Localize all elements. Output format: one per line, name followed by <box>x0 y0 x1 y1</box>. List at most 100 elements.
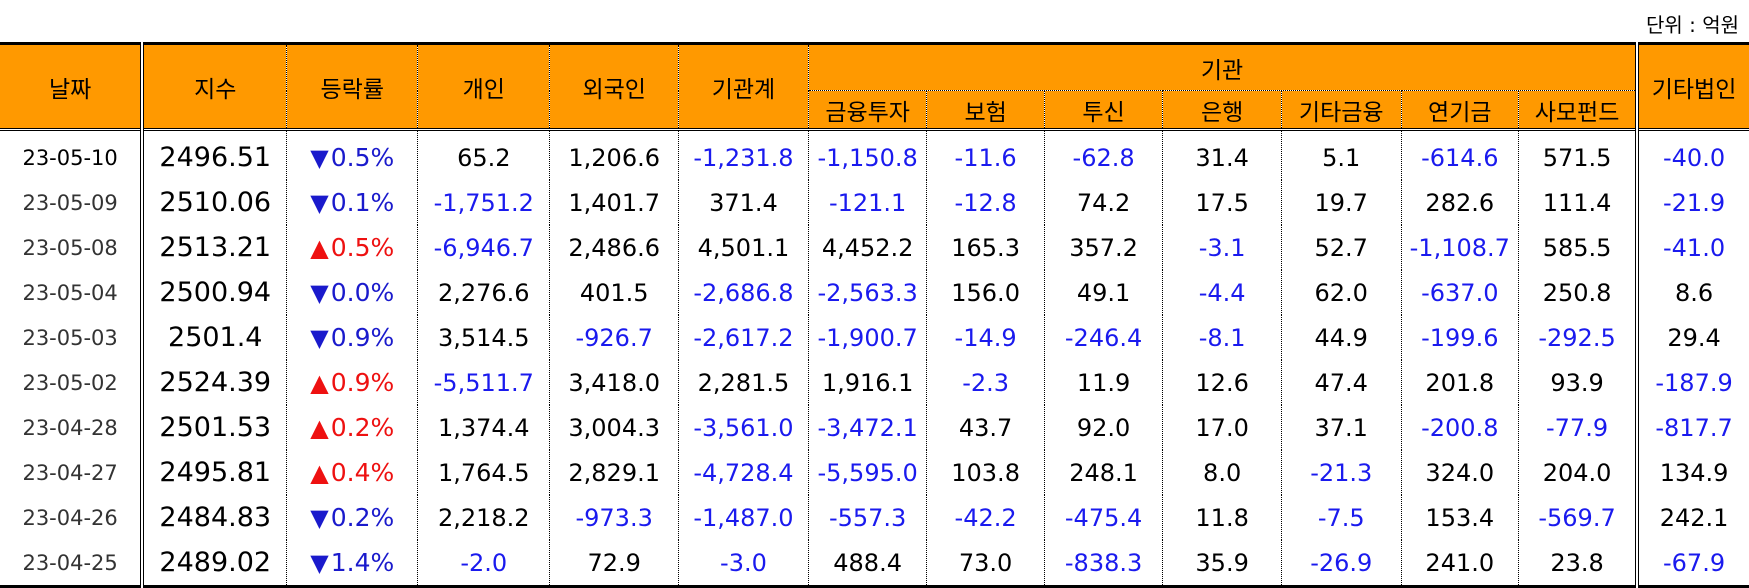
rate-value: 0.5% <box>330 143 395 172</box>
cell-trust: -62.8 <box>1044 129 1164 180</box>
cell-private-fund: 23.8 <box>1518 540 1638 588</box>
rate-value: 1.4% <box>330 548 395 577</box>
header-inst-sub: 은행 <box>1162 90 1282 131</box>
cell-insurance: -42.2 <box>926 495 1045 540</box>
header-inst-sub: 사모펀드 <box>1518 90 1638 131</box>
cell-foreign: 1,206.6 <box>549 129 680 180</box>
cell-pension: 282.6 <box>1401 180 1519 225</box>
cell-pension: -199.6 <box>1401 315 1519 360</box>
cell-fin-invest: 1,916.1 <box>808 360 928 405</box>
cell-private-fund: 204.0 <box>1542 458 1612 487</box>
cell-date: 23-04-28 <box>0 405 145 450</box>
cell-foreign: 72.9 <box>549 540 680 588</box>
table-row: 23-04-25 2489.02 ▼1.4% -2.0 72.9 -3.0 488.4 73.… <box>0 540 1749 588</box>
cell-individual: 3,514.5 <box>417 315 551 360</box>
cell-other-finance: -7.5 <box>1281 495 1402 540</box>
header-inst-sub: 보험 <box>926 90 1045 131</box>
cell-trust: -838.3 <box>1044 540 1164 588</box>
rate-value: 0.9% <box>330 323 395 352</box>
cell-trust: 248.1 <box>1044 450 1164 495</box>
cell-date: 23-05-04 <box>0 270 145 315</box>
cell-other-corp: 8.6 <box>1635 270 1749 315</box>
cell-other-corp: 242.1 <box>1635 495 1749 540</box>
cell-inst-total: 4,501.1 <box>678 225 809 270</box>
header-inst-group: 기관 <box>808 42 1638 91</box>
cell-rate: ▼0.2% <box>286 495 419 540</box>
cell-other-finance: -21.3 <box>1281 450 1402 495</box>
cell-other-finance: 62.0 <box>1281 270 1402 315</box>
cell-index: 2513.21 <box>142 225 288 270</box>
investor-flow-table: 날짜 지수 등락률 개인 외국인 기관계 기관 기타법인 금융투자 보험 투신 … <box>0 42 1749 588</box>
cell-private-fund: 585.5 <box>1542 233 1612 262</box>
table-header: 날짜 지수 등락률 개인 외국인 기관계 기관 기타법인 금융투자 보험 투신 … <box>0 42 1749 131</box>
cell-pension: 241.0 <box>1401 540 1519 588</box>
table-row: 23-04-28 2501.53 ▲0.2% 1,374.4 3,004.3 -3,561… <box>0 405 1749 450</box>
cell-other-finance: -26.9 <box>1281 540 1402 588</box>
cell-bank: 17.0 <box>1162 405 1282 450</box>
triangle-up-icon: ▲ <box>310 369 329 397</box>
cell-pension: -637.0 <box>1401 270 1519 315</box>
cell-bank: 12.6 <box>1162 360 1282 405</box>
triangle-up-icon: ▲ <box>310 234 329 262</box>
table-row: 23-05-04 2500.94 ▼0.0% 2,276.6 401.5 -2,686.8… <box>0 270 1749 315</box>
cell-other-corp: -41.0 <box>1635 225 1749 270</box>
cell-trust: 74.2 <box>1044 180 1164 225</box>
cell-trust: 357.2 <box>1044 225 1164 270</box>
cell-insurance: -14.9 <box>926 315 1045 360</box>
cell-index: 2484.83 <box>142 495 288 540</box>
unit-label: 단위 : 억원 <box>1645 13 1739 37</box>
header-date: 날짜 <box>0 42 145 131</box>
cell-foreign: -973.3 <box>549 495 680 540</box>
cell-fin-invest: -5,595.0 <box>808 450 928 495</box>
cell-pension: 201.8 <box>1401 360 1519 405</box>
cell-individual: -5,511.7 <box>417 360 551 405</box>
cell-trust: 49.1 <box>1044 270 1164 315</box>
table-row: 23-05-09 2510.06 ▼0.1% -1,751.2 1,401.7 371.4… <box>0 180 1749 225</box>
cell-index: 2510.06 <box>142 180 288 225</box>
cell-pension: -614.6 <box>1401 129 1519 180</box>
cell-bank: -4.4 <box>1162 270 1282 315</box>
triangle-down-icon: ▼ <box>310 549 329 577</box>
cell-rate: ▲0.4% <box>286 450 419 495</box>
cell-bank: 35.9 <box>1162 540 1282 588</box>
cell-rate: ▼0.1% <box>286 180 419 225</box>
table-row: 23-05-08 2513.21 ▲0.5% -6,946.7 2,486.6 4,501… <box>0 225 1749 270</box>
rate-value: 0.1% <box>330 188 395 217</box>
cell-other-corp: -21.9 <box>1635 180 1749 225</box>
cell-insurance: -2.3 <box>926 360 1045 405</box>
cell-pension: 153.4 <box>1401 495 1519 540</box>
cell-date: 23-05-08 <box>0 225 145 270</box>
cell-inst-total: 371.4 <box>678 180 809 225</box>
cell-inst-total: -3,561.0 <box>678 405 809 450</box>
cell-insurance: 156.0 <box>926 270 1045 315</box>
cell-other-finance: 52.7 <box>1281 225 1402 270</box>
cell-other-corp: 134.9 <box>1635 450 1749 495</box>
rate-value: 0.4% <box>330 458 395 487</box>
table-row: 23-05-03 2501.4 ▼0.9% 3,514.5 -926.7 -2,617.2… <box>0 315 1749 360</box>
cell-inst-total: -3.0 <box>678 540 809 588</box>
cell-fin-invest: -2,563.3 <box>808 270 928 315</box>
cell-private-fund: 250.8 <box>1542 278 1612 307</box>
header-rate: 등락률 <box>286 42 419 131</box>
triangle-down-icon: ▼ <box>310 279 329 307</box>
header-other-corp: 기타법인 <box>1635 42 1749 131</box>
cell-foreign: 3,418.0 <box>549 360 680 405</box>
cell-fin-invest: -1,150.8 <box>808 129 928 180</box>
cell-individual: 1,764.5 <box>417 450 551 495</box>
triangle-up-icon: ▲ <box>310 459 329 487</box>
cell-foreign: 2,829.1 <box>549 450 680 495</box>
cell-index: 2496.51 <box>142 129 288 180</box>
table-body: 23-05-10 2496.51 ▼0.5% 65.2 1,206.6 -1,231.8-… <box>0 129 1749 588</box>
cell-rate: ▼1.4% <box>286 540 419 588</box>
header-inst-sub: 연기금 <box>1401 90 1519 131</box>
cell-foreign: 3,004.3 <box>549 405 680 450</box>
cell-other-corp: -40.0 <box>1635 129 1749 180</box>
cell-individual: 2,276.6 <box>417 270 551 315</box>
cell-other-finance: 44.9 <box>1281 315 1402 360</box>
cell-insurance: 103.8 <box>926 450 1045 495</box>
cell-other-corp: -187.9 <box>1635 360 1749 405</box>
cell-foreign: 2,486.6 <box>549 225 680 270</box>
cell-date: 23-05-10 <box>0 129 145 180</box>
table-row: 23-04-27 2495.81 ▲0.4% 1,764.5 2,829.1 -4,728… <box>0 450 1749 495</box>
cell-insurance: 43.7 <box>926 405 1045 450</box>
